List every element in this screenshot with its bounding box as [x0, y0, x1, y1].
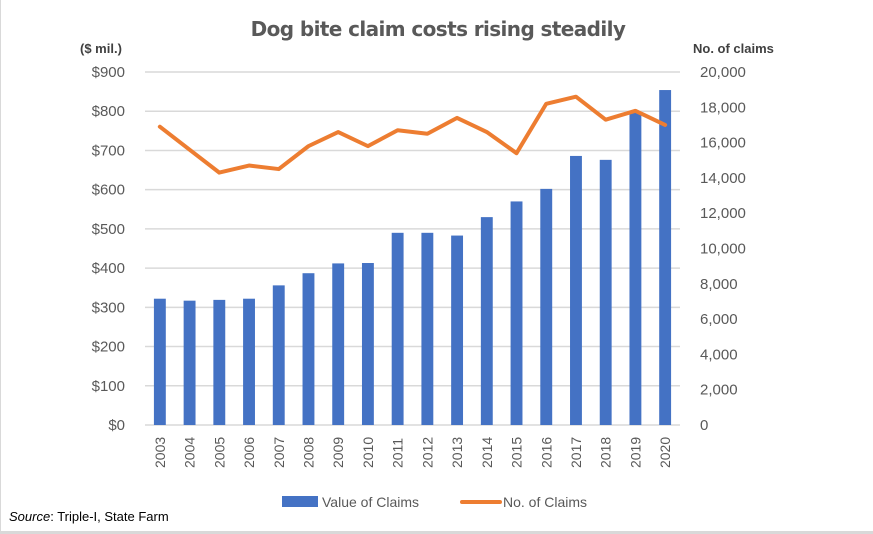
right-tick-label: 18,000 [700, 99, 746, 116]
bar-series-value-of-claims [153, 90, 672, 426]
right-tick-label: 6,000 [700, 311, 738, 328]
source-note: Source: Triple-I, State Farm [9, 509, 169, 524]
bar-2012 [421, 232, 434, 425]
legend-label-value-of-claims: Value of Claims [322, 494, 419, 510]
x-tick-label: 2013 [449, 437, 465, 468]
bar-2019 [629, 112, 642, 425]
bar-2014 [480, 217, 493, 425]
x-tick-label: 2018 [598, 437, 614, 468]
legend: Value of Claims No. of Claims [282, 494, 587, 510]
x-tick-label: 2014 [479, 437, 495, 468]
right-axis-title: No. of claims [693, 41, 774, 56]
x-tick-label: 2011 [390, 438, 406, 468]
bar-2004 [183, 300, 196, 425]
right-tick-label: 14,000 [700, 170, 746, 187]
left-tick-label: $400 [92, 260, 125, 277]
right-tick-label: 4,000 [700, 346, 738, 363]
source-label: Source [9, 509, 51, 524]
left-tick-label: $900 [92, 64, 125, 81]
bar-2018 [599, 159, 612, 425]
right-tick-label: 20,000 [700, 64, 746, 81]
bar-2010 [361, 263, 374, 425]
left-axis-title: ($ mil.) [80, 41, 122, 56]
x-tick-label: 2017 [568, 437, 584, 468]
gridlines [145, 71, 680, 426]
chart-title: Dog bite claim costs rising steadily [251, 17, 626, 41]
x-tick-label: 2004 [182, 437, 198, 468]
bar-2011 [391, 232, 404, 425]
x-tick-label: 2006 [241, 437, 257, 468]
left-tick-label: $100 [92, 378, 125, 395]
claims-line [157, 94, 668, 175]
right-axis-ticks: 0 2,000 4,000 6,000 8,000 10,000 12,000 14,000 1… [700, 64, 746, 434]
bar-2009 [332, 263, 345, 425]
bar-2003 [153, 298, 166, 425]
x-tick-label: 2007 [271, 437, 287, 468]
bar-2020 [659, 90, 672, 425]
legend-label-no-of-claims: No. of Claims [503, 494, 587, 510]
bar-2006 [243, 298, 255, 425]
x-tick-label: 2009 [330, 437, 346, 468]
x-tick-label: 2003 [152, 437, 168, 468]
left-tick-label: $300 [92, 299, 125, 316]
right-tick-label: 16,000 [700, 135, 746, 152]
bar-2013 [451, 235, 464, 425]
left-axis-ticks: $0 $100 $200 $300 $400 $500 $600 $700 $800 $900 [92, 64, 125, 434]
x-tick-label: 2015 [509, 437, 525, 468]
bar-2016 [540, 188, 553, 425]
right-tick-label: 10,000 [700, 241, 746, 258]
left-tick-label: $500 [92, 221, 125, 238]
right-tick-label: 2,000 [700, 382, 738, 399]
x-tick-label: 2012 [419, 437, 435, 468]
left-tick-label: $200 [92, 339, 125, 356]
bar-2015 [510, 201, 523, 425]
x-axis-ticks: 2003 2004 2005 2006 2007 2008 2009 2010 2011 2012… [152, 437, 673, 468]
source-text: : Triple-I, State Farm [50, 509, 169, 524]
left-tick-label: $800 [92, 103, 125, 120]
bar-2005 [213, 299, 226, 425]
bar-2008 [302, 273, 315, 425]
left-tick-label: $0 [108, 417, 125, 434]
x-tick-label: 2005 [211, 437, 227, 468]
x-tick-label: 2008 [300, 437, 316, 468]
legend-swatch-value-of-claims [282, 496, 318, 507]
bar-2007 [272, 285, 285, 425]
right-tick-label: 12,000 [700, 205, 746, 222]
x-tick-label: 2016 [538, 437, 554, 468]
left-tick-label: $700 [92, 142, 125, 159]
x-tick-label: 2020 [657, 437, 673, 468]
right-tick-label: 8,000 [700, 276, 738, 293]
bar-2017 [570, 155, 582, 426]
x-tick-label: 2010 [360, 437, 376, 468]
line-series-no-of-claims [157, 94, 668, 175]
right-tick-label: 0 [700, 417, 708, 434]
x-tick-label: 2019 [627, 437, 643, 468]
left-tick-label: $600 [92, 182, 125, 199]
